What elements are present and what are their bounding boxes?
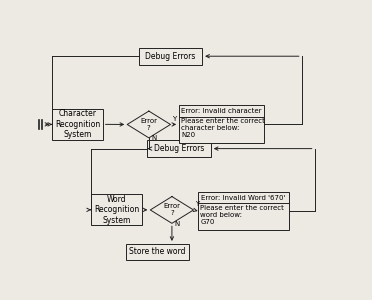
Text: Debug Errors: Debug Errors [145, 52, 196, 61]
FancyBboxPatch shape [126, 244, 189, 260]
FancyBboxPatch shape [91, 194, 142, 225]
FancyBboxPatch shape [139, 47, 202, 65]
Text: Please enter the correct
character below:
N20: Please enter the correct character below… [182, 118, 265, 138]
Text: Please enter the correct
word below:
G70: Please enter the correct word below: G70 [200, 205, 284, 225]
Text: Store the word: Store the word [129, 248, 186, 256]
FancyBboxPatch shape [52, 109, 103, 140]
Text: Y: Y [195, 201, 199, 207]
Text: Error
?: Error ? [140, 118, 157, 131]
Text: N: N [151, 135, 156, 141]
Text: Debug Errors: Debug Errors [154, 144, 204, 153]
Text: Error: Invalid character: Error: Invalid character [182, 108, 262, 114]
Text: Character
Recognition
System: Character Recognition System [55, 110, 100, 139]
Text: Error
?: Error ? [163, 203, 180, 216]
Text: Word
Recognition
System: Word Recognition System [94, 195, 139, 225]
FancyBboxPatch shape [179, 105, 264, 143]
Text: Error: Invalid Word '670': Error: Invalid Word '670' [201, 195, 285, 201]
FancyBboxPatch shape [198, 192, 289, 230]
Text: Y: Y [172, 116, 176, 122]
FancyBboxPatch shape [147, 140, 211, 157]
Text: N: N [174, 221, 179, 227]
